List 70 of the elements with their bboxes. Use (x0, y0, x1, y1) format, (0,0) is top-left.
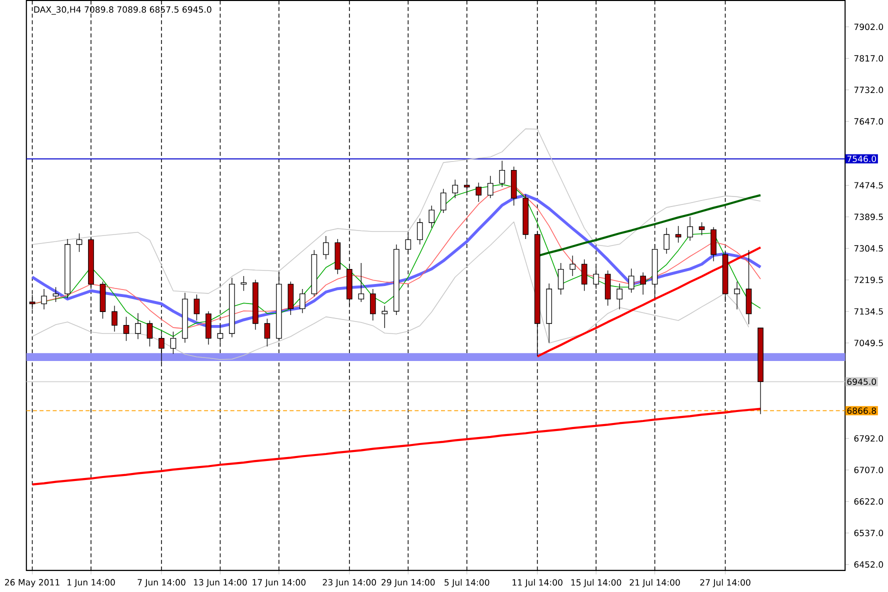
candlestick (593, 266, 599, 290)
x-tick-label: 1 Jun 14:00 (67, 579, 115, 588)
candlestick (405, 233, 412, 254)
candlestick (170, 331, 176, 354)
candlestick (76, 233, 82, 252)
x-tick-label: 29 Jun 14:00 (382, 579, 435, 588)
x-tick-label: 26 May 2011 (5, 579, 60, 588)
candlestick (440, 188, 446, 214)
x-tick-label: 21 Jul 14:00 (630, 579, 680, 588)
y-tick-label: 6622.0 (854, 498, 884, 505)
text: DAX_30,H4 7089.8 7089.8 6857.5 6945.0 (34, 6, 212, 15)
x-tick-label: 27 Jul 14:00 (700, 579, 750, 588)
candlestick (300, 288, 306, 314)
x-tick-label: 15 Jul 14:00 (571, 579, 622, 588)
candlestick (146, 320, 153, 347)
y-tick-label: 7902.0 (854, 24, 884, 30)
x-tick-label: 5 Jul 14:00 (444, 579, 490, 588)
candlestick (217, 324, 224, 344)
candlestick (264, 318, 270, 347)
y-tick-label: 6792.0 (854, 435, 884, 442)
candlestick (640, 272, 646, 296)
ref-line-label: 6866.8 (847, 408, 876, 414)
y-tick-label: 7647.0 (854, 118, 884, 125)
candlestick (41, 288, 47, 310)
y-tick-label: 6707.0 (854, 466, 884, 474)
y-tick-label: 7474.5 (854, 182, 883, 189)
ref-line-label: 6945.0 (847, 378, 876, 386)
candlestick (675, 226, 682, 244)
candlestick (240, 276, 247, 292)
candlestick (664, 228, 670, 254)
y-tick-label: 7304.5 (854, 245, 883, 252)
candlestick (558, 262, 564, 296)
y-tick-label: 7732.0 (854, 86, 884, 94)
y-tick-label: 6537.0 (854, 530, 884, 536)
x-tick-label: 17 Jun 14:00 (252, 579, 306, 588)
ref-line-label: 7546.0 (847, 156, 876, 162)
y-tick-label: 7389.5 (854, 214, 883, 220)
candlestick (358, 262, 364, 302)
candlestick (734, 281, 740, 310)
candlestick (158, 333, 164, 364)
y-tick-label: 7134.5 (854, 308, 883, 315)
candlestick (628, 268, 634, 294)
candlestick (581, 259, 588, 292)
candlestick (382, 306, 388, 328)
y-tick-label: 7817.0 (854, 55, 884, 62)
candlestick (370, 288, 376, 322)
candlestick (499, 160, 506, 188)
y-tick-label: 6452.0 (854, 561, 884, 568)
candlestick (52, 286, 59, 302)
y-tick-label: 7219.5 (854, 276, 883, 284)
x-tick-label: 11 Jul 14:00 (512, 579, 562, 588)
x-tick-label: 23 Jun 14:00 (322, 579, 376, 588)
candlestick (323, 236, 329, 260)
candlestick (476, 182, 482, 202)
candlestick (452, 179, 458, 199)
candlestick (135, 312, 141, 340)
candlestick (123, 316, 130, 342)
candlestick (487, 176, 494, 199)
x-tick-label: 7 Jun 14:00 (138, 579, 186, 588)
x-tick-label: 13 Jun 14:00 (194, 579, 247, 588)
candlestick (194, 294, 200, 322)
candlestick (464, 179, 470, 194)
candlestick (570, 255, 576, 277)
candlestick (698, 222, 705, 236)
candlestick (616, 283, 622, 310)
candlestick (687, 216, 693, 242)
y-tick-label: 7049.5 (854, 340, 883, 346)
candlestick (416, 218, 423, 246)
candlestick (112, 306, 118, 332)
candlestick (428, 205, 435, 228)
